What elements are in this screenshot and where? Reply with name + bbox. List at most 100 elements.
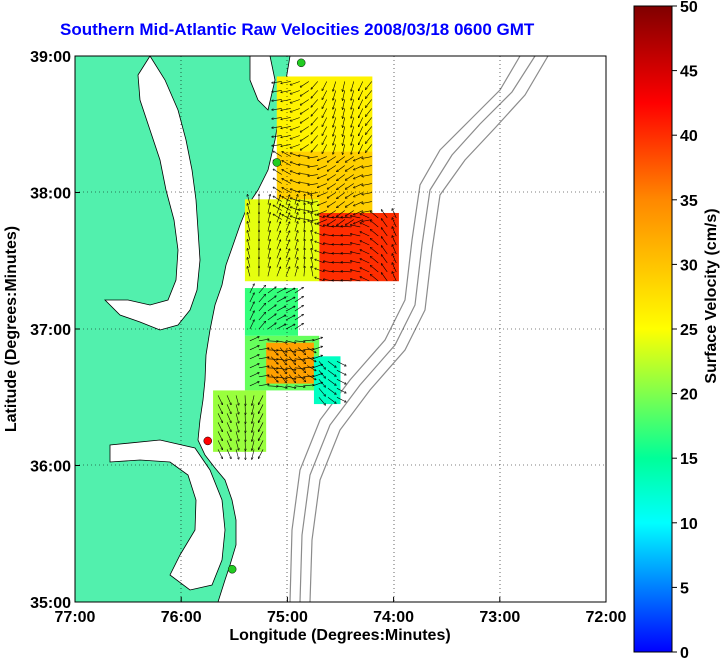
velocity-arrow — [318, 219, 327, 224]
velocity-arrow — [247, 231, 251, 241]
velocity-arrow — [392, 245, 397, 255]
velocity-arrow — [267, 341, 278, 342]
velocity-arrow — [359, 99, 364, 108]
velocity-arrow — [258, 303, 266, 312]
velocity-arrow — [272, 126, 282, 127]
velocity-arrow — [276, 267, 281, 277]
velocity-arrow — [272, 144, 282, 145]
velocity-arrow — [272, 108, 282, 109]
velocity-arrow — [272, 99, 282, 100]
chesapeake-bay — [104, 56, 201, 331]
velocity-arrow — [267, 377, 278, 378]
velocity-arrow — [343, 108, 346, 118]
velocity-arrow — [311, 117, 319, 125]
velocity-arrow — [285, 231, 290, 241]
velocity-arrow — [282, 197, 291, 202]
velocity-arrow — [300, 144, 309, 149]
velocity-arrow — [381, 246, 388, 255]
velocity-arrow — [327, 379, 336, 385]
velocity-arrow — [294, 359, 305, 360]
velocity-arrow — [276, 340, 287, 343]
velocity-arrow — [359, 108, 364, 117]
velocity-arrow — [308, 174, 318, 176]
velocity-arrow — [366, 90, 373, 98]
velocity-arrow — [276, 240, 281, 250]
velocity-arrow — [290, 117, 300, 120]
velocity-arrow — [258, 366, 269, 369]
velocity-arrow — [288, 356, 295, 365]
velocity-arrow — [276, 213, 281, 223]
velocity-arrow — [217, 431, 222, 440]
velocity-arrow — [311, 108, 319, 116]
velocity-arrow — [318, 370, 325, 378]
velocity-arrow — [332, 280, 343, 281]
station-marker — [203, 436, 212, 446]
velocity-arrow — [285, 249, 290, 259]
velocity-arrow — [285, 367, 296, 370]
velocity-arrow — [281, 90, 291, 92]
y-axis-label: Latitude (Degrees:Minutes) — [3, 226, 20, 432]
velocity-arrow — [258, 321, 266, 330]
velocity-arrow — [300, 99, 309, 104]
velocity-arrow — [351, 126, 355, 136]
velocity-arrow — [249, 284, 254, 294]
velocity-arrow — [235, 404, 239, 414]
velocity-arrow — [333, 144, 337, 154]
velocity-arrow — [272, 90, 282, 91]
velocity-arrow — [322, 126, 328, 135]
velocity-arrow — [381, 228, 388, 237]
velocity-arrow — [247, 258, 251, 268]
velocity-arrow — [362, 183, 372, 186]
velocity-arrow — [371, 212, 379, 219]
velocity-arrow — [249, 293, 254, 303]
velocity-arrow — [366, 81, 373, 89]
velocity-arrow — [285, 222, 290, 232]
velocity-arrow — [351, 90, 355, 100]
velocity-arrow — [371, 266, 379, 273]
velocity-arrow — [318, 379, 325, 387]
velocity-arrow — [341, 217, 352, 218]
velocity-arrow — [360, 223, 370, 228]
velocity-arrow — [288, 374, 295, 383]
velocity-arrow — [332, 235, 343, 236]
velocity-arrow — [300, 126, 309, 131]
velocity-arrow — [359, 81, 364, 90]
velocity-arrow — [252, 395, 255, 405]
velocity-arrow — [312, 355, 322, 360]
velocity-arrow — [267, 296, 276, 303]
velocity-arrow — [350, 243, 361, 246]
velocity-arrow — [258, 348, 269, 351]
velocity-arrow — [362, 192, 372, 195]
velocity-arrow — [360, 232, 370, 237]
velocity-arrow — [281, 126, 291, 128]
velocity-arrow — [294, 323, 303, 330]
velocity-arrow — [322, 90, 328, 99]
velocity-arrow — [345, 165, 354, 172]
velocity-arrow — [276, 376, 287, 379]
colorbar-tick-label: 15 — [680, 451, 698, 468]
velocity-arrow — [267, 240, 270, 250]
velocity-arrow — [267, 323, 276, 330]
velocity-arrow — [267, 314, 276, 321]
velocity-arrow — [371, 257, 379, 264]
velocity-arrow — [294, 195, 298, 205]
colorbar — [633, 5, 673, 653]
velocity-arrow — [285, 288, 295, 294]
y-tick-label: 39:00 — [30, 49, 71, 66]
velocity-arrow — [318, 388, 325, 396]
velocity-arrow — [294, 222, 298, 232]
velocity-arrow — [360, 268, 370, 273]
velocity-arrow — [258, 422, 264, 431]
velocity-arrow — [281, 99, 291, 101]
velocity-arrow — [267, 305, 276, 312]
velocity-arrow — [235, 440, 239, 450]
velocity-arrow — [345, 219, 354, 226]
chart-title: Southern Mid-Atlantic Raw Velocities 200… — [60, 20, 535, 39]
velocity-arrow — [285, 349, 296, 352]
velocity-arrow — [307, 365, 316, 371]
velocity-arrow — [258, 413, 264, 422]
velocity-arrow — [281, 81, 291, 83]
velocity-arrow — [336, 379, 346, 384]
velocity-arrow — [267, 267, 270, 277]
velocity-arrow — [276, 324, 286, 330]
